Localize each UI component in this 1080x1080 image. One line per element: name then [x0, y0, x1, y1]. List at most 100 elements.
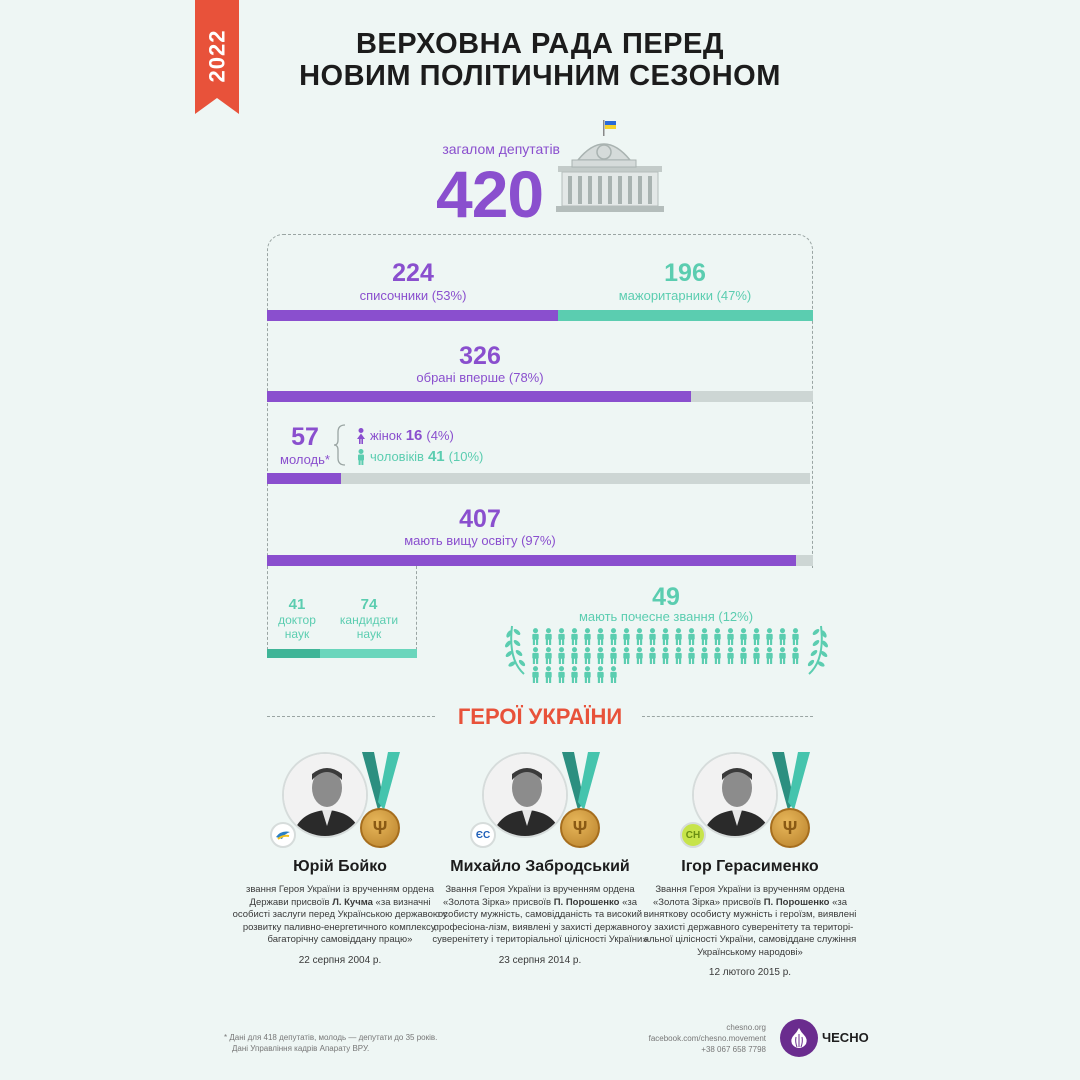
page-title-line2: НОВИМ ПОЛІТИЧНИМ СЕЗОНОМ	[299, 60, 781, 92]
higher-ed-label: мають вищу освіту (97%)	[404, 533, 556, 548]
person-icon	[571, 628, 578, 645]
person-icon	[610, 628, 617, 645]
person-icon	[688, 628, 695, 645]
footnote-line1: * Дані для 418 депутатів, молодь — депут…	[224, 1033, 438, 1042]
women-pct: (4%)	[426, 428, 454, 443]
person-icon	[597, 628, 604, 645]
higher-ed-value: 407	[459, 505, 501, 533]
person-icon	[714, 647, 721, 664]
bird-logo-icon	[276, 831, 290, 840]
gold-star-medal-icon: Ψ	[560, 808, 600, 848]
hero-card: Юрій Бойко звання Героя України із вручен…	[230, 858, 450, 966]
portrait-photo	[484, 754, 566, 836]
women-value: 16	[405, 427, 423, 444]
woman-icon	[357, 427, 365, 444]
candidates-value: 74	[360, 596, 378, 613]
women-label: жінок	[370, 428, 402, 443]
person-icon	[584, 666, 591, 683]
person-icon	[714, 628, 721, 645]
hero-card: Ігор Герасименко Звання Героя України із …	[640, 858, 860, 978]
person-icon	[597, 666, 604, 683]
person-icon	[545, 647, 552, 664]
person-icon	[649, 647, 656, 664]
heroes-title: ГЕРОЇ УКРАЇНИ	[457, 704, 623, 729]
men-label: чоловіків	[370, 449, 424, 464]
party-badge: ЄС	[470, 822, 496, 848]
youth-label: молодь*	[280, 452, 330, 467]
total-label: загалом депутатів	[442, 141, 560, 157]
person-icon	[558, 628, 565, 645]
person-icon	[532, 666, 539, 683]
facebook-link[interactable]: facebook.com/chesno.movement	[648, 1034, 766, 1043]
hero-name: Юрій Бойко	[293, 858, 387, 875]
men-row: чоловіків 41 (10%)	[356, 448, 483, 465]
year-label: 2022	[204, 29, 230, 83]
brace-icon	[333, 424, 346, 466]
person-icon	[753, 628, 760, 645]
person-icon	[779, 628, 786, 645]
medal-ribbon-icon	[362, 752, 400, 810]
person-icon	[571, 647, 578, 664]
youth-value: 57	[291, 423, 319, 451]
person-icon	[532, 628, 539, 645]
person-icon	[675, 628, 682, 645]
hero-portrait	[282, 752, 368, 838]
honorary-people-grid	[530, 628, 805, 683]
hero-description: звання Героя України із врученням ордена…	[230, 884, 450, 947]
honorary-value: 49	[652, 583, 680, 611]
person-icon	[584, 647, 591, 664]
garlic-icon	[791, 1028, 807, 1048]
site-link[interactable]: chesno.org	[726, 1023, 766, 1032]
hero-portrait	[692, 752, 778, 838]
footnote: * Дані для 418 депутатів, молодь — депут…	[224, 1032, 524, 1054]
hero-desc-pre: звання Героя України із врученням ордена…	[246, 884, 434, 908]
person-icon	[558, 647, 565, 664]
list-majority-bar	[267, 310, 813, 321]
majority-bar-fill	[558, 310, 813, 321]
person-icon	[675, 647, 682, 664]
person-icon	[740, 628, 747, 645]
hero-desc-awarder: П. Порошенко	[553, 896, 620, 908]
gold-star-medal-icon: Ψ	[360, 808, 400, 848]
year-ribbon: 2022	[195, 0, 239, 114]
man-icon	[358, 448, 364, 465]
hero-desc-awarder: Л. Кучма	[332, 896, 373, 908]
person-icon	[532, 647, 539, 664]
first-time-bar-fill	[267, 391, 691, 402]
page-title-line1: ВЕРХОВНА РАДА ПЕРЕД	[355, 28, 725, 60]
candidates-label: кандидати наук	[339, 613, 399, 641]
first-time-bar	[267, 391, 813, 402]
party-badge: СН	[680, 822, 706, 848]
person-icon	[792, 647, 799, 664]
party-badge-text: ЄС	[475, 829, 491, 841]
list-value: 224	[392, 259, 434, 287]
person-icon	[558, 666, 565, 683]
majority-label: мажоритарники (47%)	[618, 288, 752, 303]
party-badge-text: СН	[685, 829, 701, 841]
hero-date: 22 серпня 2004 р.	[298, 954, 382, 966]
medal-ribbon-icon	[562, 752, 600, 810]
parliament-icon	[556, 120, 664, 212]
hero-desc-post: «за виняткову особисту мужність і героїз…	[643, 896, 857, 958]
doctors-label: доктор наук	[278, 613, 316, 641]
higher-ed-bar	[267, 555, 813, 566]
person-icon	[727, 628, 734, 645]
hero-description: Звання Героя України із врученням ордена…	[640, 884, 860, 959]
hero-desc-post: «за визначні особисті заслуги перед Укра…	[232, 896, 448, 946]
hero-desc-pre: Звання Героя України із врученням ордена…	[652, 884, 845, 908]
party-badge	[270, 822, 296, 848]
person-icon	[623, 647, 630, 664]
doctors-bar-fill	[267, 649, 321, 658]
person-icon	[636, 628, 643, 645]
chesno-logo	[780, 1019, 818, 1057]
person-icon	[766, 628, 773, 645]
phone-number: +38 067 658 7798	[701, 1045, 766, 1054]
hero-desc-post: «за особисту мужність, самовідданість та…	[432, 896, 648, 946]
women-row: жінок 16 (4%)	[356, 427, 454, 444]
hero-name: Ігор Герасименко	[681, 858, 819, 875]
first-time-label: обрані вперше (78%)	[416, 370, 544, 385]
person-icon	[636, 647, 643, 664]
science-frame	[267, 566, 417, 650]
person-icon	[779, 647, 786, 664]
person-icon	[727, 647, 734, 664]
